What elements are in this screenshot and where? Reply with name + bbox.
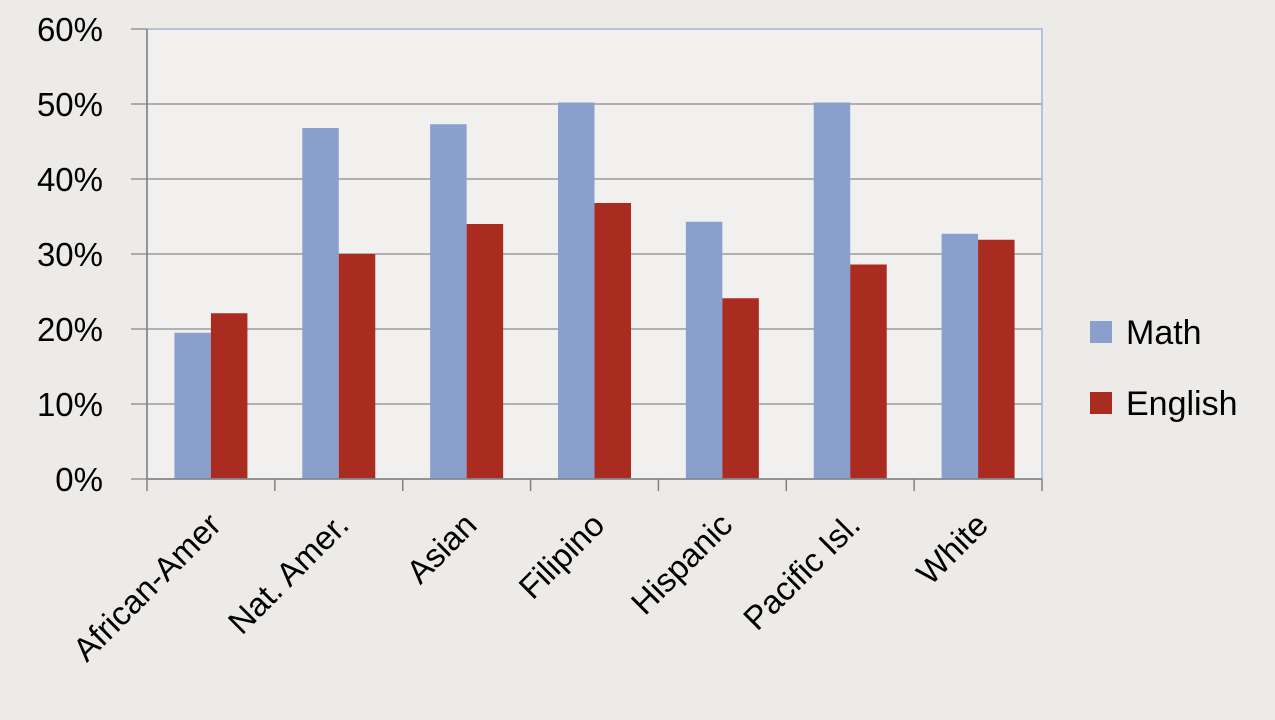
bar-english — [722, 298, 759, 479]
bar-math — [558, 102, 595, 479]
bar-math — [302, 128, 339, 479]
legend-label-math: Math — [1126, 314, 1202, 352]
bar-math — [941, 233, 979, 479]
y-tick-label: 10% — [37, 386, 103, 423]
y-tick-label: 20% — [37, 311, 103, 348]
x-tick-label: Asian — [399, 506, 484, 591]
bar-math — [685, 221, 723, 479]
y-tick-labels: 0% 10% 20% 30% 40% 50% 60% — [37, 11, 103, 498]
bar-math — [813, 102, 851, 479]
x-tick-label: African-Amer — [66, 506, 228, 668]
y-tick-label: 50% — [37, 86, 103, 123]
bar-english — [210, 313, 248, 479]
legend-swatch-english — [1090, 392, 1112, 414]
bars — [174, 102, 1015, 479]
y-tick-label: 60% — [37, 11, 103, 48]
bar-english — [850, 264, 887, 479]
legend: Math English — [1090, 314, 1238, 423]
legend-label-english: English — [1126, 385, 1238, 423]
bar-math — [430, 124, 467, 479]
bar-english — [338, 254, 376, 479]
axes — [131, 28, 1043, 491]
legend-swatch-math — [1090, 321, 1112, 343]
bar-math — [174, 332, 211, 479]
bar-english — [466, 224, 504, 479]
bar-english — [594, 203, 631, 479]
x-tick-label: Pacific Isl. — [736, 506, 867, 637]
y-tick-label: 40% — [37, 161, 103, 198]
y-tick-label: 30% — [37, 236, 103, 273]
x-tick-label: Filipino — [511, 506, 611, 606]
x-tick-label: White — [909, 506, 995, 592]
x-tick-label: Nat. Amer. — [221, 506, 356, 641]
y-tick-label: 0% — [55, 461, 103, 498]
bar-english — [978, 239, 1015, 479]
x-tick-label: Hispanic — [624, 506, 740, 622]
